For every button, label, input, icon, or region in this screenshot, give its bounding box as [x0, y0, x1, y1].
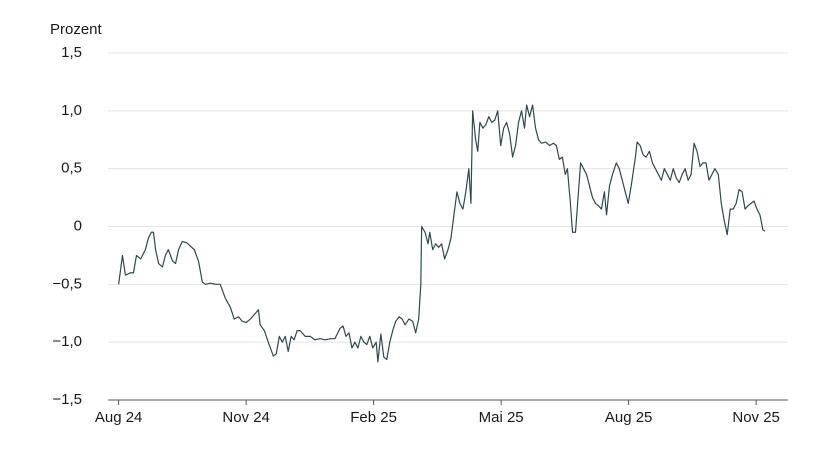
x-tick-label: Aug 25: [605, 409, 653, 426]
x-tick-label: Nov 24: [222, 409, 270, 426]
y-tick-label: 1,0: [61, 102, 82, 119]
x-tick-label: Feb 25: [350, 409, 397, 426]
data-line: [118, 104, 766, 363]
y-axis-label: Prozent: [50, 21, 103, 38]
y-tick-label: 0,5: [61, 160, 82, 177]
y-tick-label: −1,0: [52, 333, 82, 350]
x-tick-label: Nov 25: [732, 409, 780, 426]
x-tick-label: Aug 24: [95, 409, 143, 426]
x-tick-label: Mai 25: [479, 409, 524, 426]
y-tick-label: −0,5: [52, 275, 82, 292]
y-tick-label: 1,5: [61, 44, 82, 61]
y-tick-label: −1,5: [52, 391, 82, 408]
y-tick-label: 0: [74, 217, 82, 234]
